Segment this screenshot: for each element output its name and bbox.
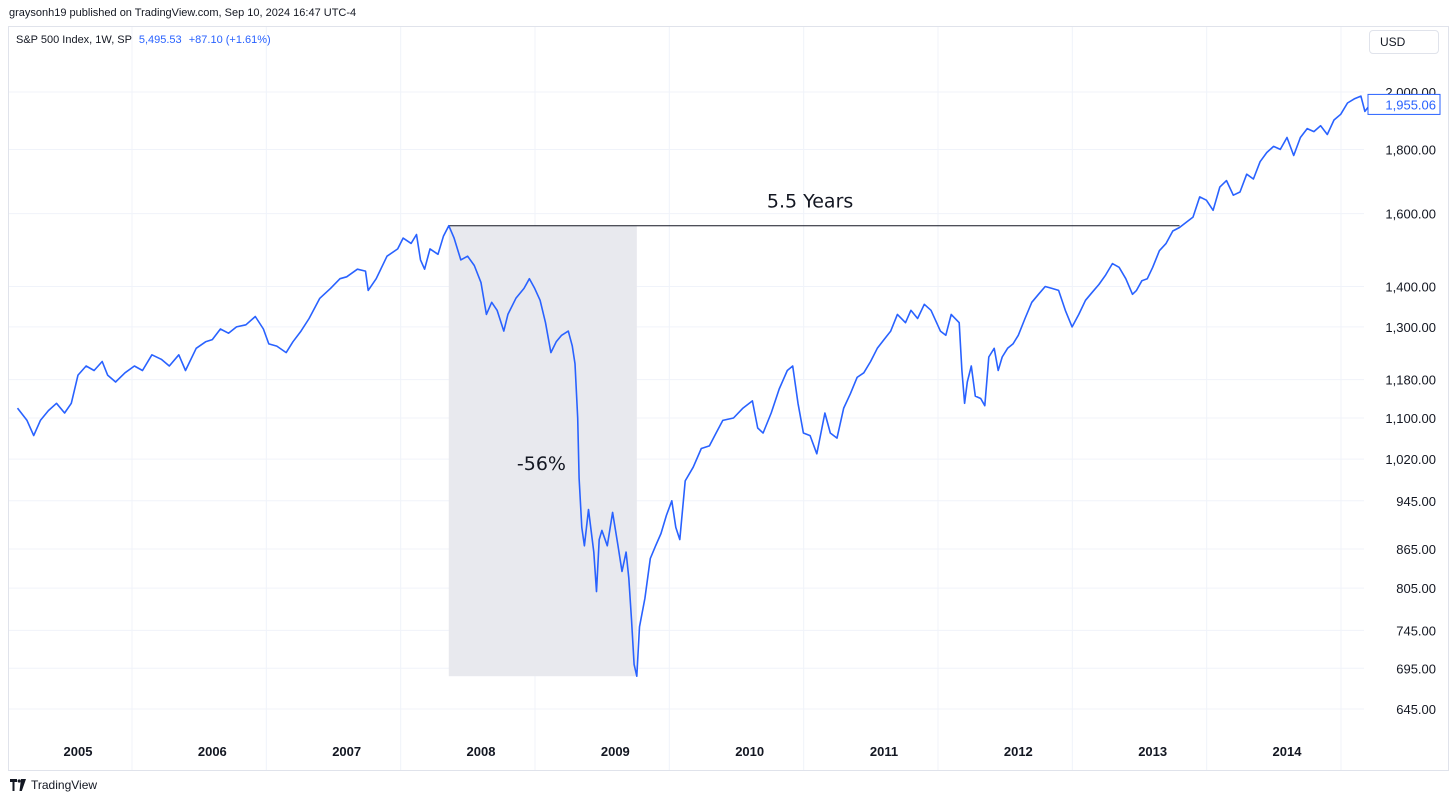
y-tick-label: 1,400.00 — [1385, 279, 1436, 294]
x-tick-label: 2014 — [1273, 744, 1303, 759]
footer-brand-label: TradingView — [31, 778, 98, 792]
x-tick-label: 2006 — [198, 744, 227, 759]
x-tick-label: 2013 — [1138, 744, 1167, 759]
y-tick-label: 865.00 — [1396, 542, 1436, 557]
x-tick-label: 2012 — [1004, 744, 1033, 759]
tradingview-logo-icon — [10, 779, 26, 791]
y-tick-label: 745.00 — [1396, 623, 1436, 638]
y-tick-label: 1,100.00 — [1385, 411, 1436, 426]
y-tick-label: 805.00 — [1396, 581, 1436, 596]
x-tick-label: 2009 — [601, 744, 630, 759]
last-value-box — [1367, 93, 1441, 115]
y-tick-label: 1,800.00 — [1385, 142, 1436, 157]
y-tick-label: 1,300.00 — [1385, 320, 1436, 335]
x-tick-label: 2005 — [64, 744, 93, 759]
annotations: 5.5 Years -56% — [517, 191, 853, 475]
y-axis-labels: 2,000.001,800.001,600.001,400.001,300.00… — [1385, 85, 1436, 717]
chart-frame — [8, 26, 1449, 771]
y-tick-label: 1,180.00 — [1385, 373, 1436, 388]
annotation-drawdown: -56% — [517, 453, 566, 475]
chart-legend: S&P 500 Index, 1W, SP 5,495.53 +87.10 (+… — [16, 34, 271, 46]
currency-button[interactable]: USD — [1369, 30, 1439, 54]
drawdown-shaded-range — [448, 225, 637, 677]
x-tick-label: 2011 — [870, 744, 898, 759]
y-tick-label: 945.00 — [1396, 494, 1436, 509]
x-tick-label: 2010 — [735, 744, 764, 759]
footer-brand[interactable]: TradingView — [10, 778, 97, 792]
legend-price: 5,495.53 — [138, 34, 182, 46]
legend-change: +87.10 (+1.61%) — [188, 34, 271, 46]
legend-symbol: S&P 500 Index, 1W, SP — [16, 34, 132, 46]
last-value-marker: 1,955.06 — [1367, 93, 1441, 115]
grid-lines — [9, 27, 1364, 770]
price-series-line — [16, 95, 1371, 678]
y-tick-label: 1,020.00 — [1385, 452, 1436, 467]
y-tick-label: 695.00 — [1396, 661, 1436, 676]
x-tick-label: 2007 — [332, 744, 361, 759]
x-axis-labels: 2005 2006 2007 2008 2009 2010 2011 2012 2013 2014 — [64, 744, 1303, 759]
x-tick-label: 2008 — [467, 744, 496, 759]
published-caption: graysonh19 published on TradingView.com,… — [9, 7, 357, 19]
annotation-duration: 5.5 Years — [767, 191, 853, 213]
last-value-label: 1,955.06 — [1385, 97, 1436, 112]
y-tick-label: 645.00 — [1396, 702, 1436, 717]
y-tick-label: 1,600.00 — [1385, 207, 1436, 222]
